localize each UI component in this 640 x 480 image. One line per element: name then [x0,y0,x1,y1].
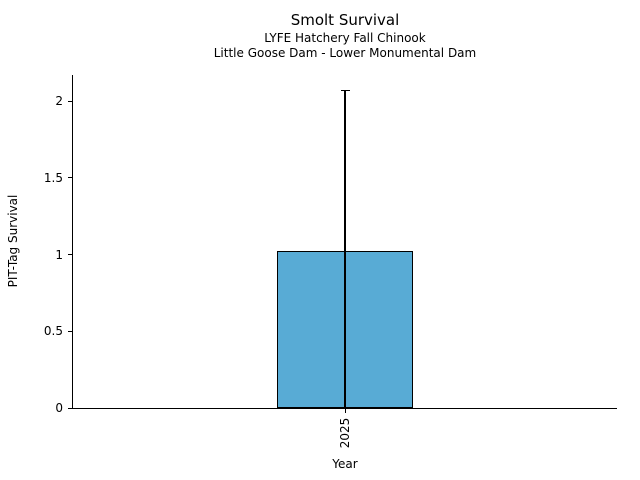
y-tick-label: 1.5 [43,170,63,185]
x-tick [344,409,346,413]
y-tick [68,330,72,332]
plot-area: 0 0.5 1 1.5 2 2025 [44,75,617,448]
chart-subtitle-line1: LYFE Hatchery Fall Chinook [264,31,426,45]
y-tick-label: 0 [55,401,63,415]
y-tick [68,254,72,256]
error-bar-line [344,90,346,408]
chart-subtitle-line2: Little Goose Dam - Lower Monumental Dam [213,46,477,60]
y-tick-label: 0.5 [43,324,63,339]
y-tick-label: 2 [55,94,63,109]
x-tick-label: 2025 [338,417,352,449]
y-tick [68,177,72,179]
error-bar-upper-cap [340,89,350,92]
y-tick [68,407,72,409]
y-tick [68,100,72,102]
y-axis-label: PIT-Tag Survival [6,194,20,288]
chart-title: Smolt Survival [290,11,400,29]
x-axis-label: Year [332,457,358,471]
y-tick-label: 1 [55,247,63,262]
